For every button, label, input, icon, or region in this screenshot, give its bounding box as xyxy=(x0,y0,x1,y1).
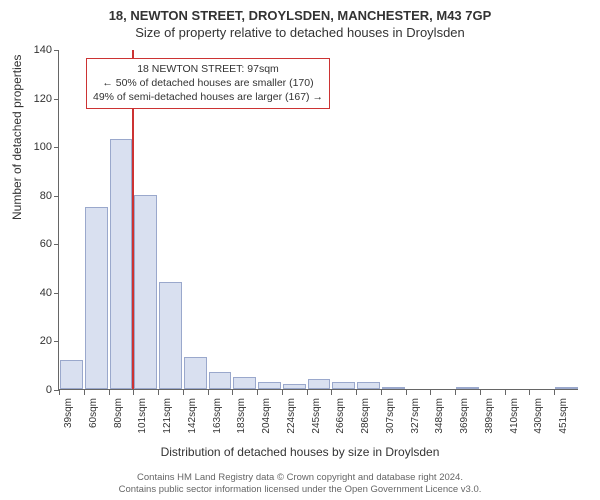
histogram-bar xyxy=(456,387,479,389)
x-tick-mark xyxy=(158,390,159,395)
x-tick-mark xyxy=(356,390,357,395)
x-tick-label: 389sqm xyxy=(484,398,495,434)
x-tick-label: 266sqm xyxy=(335,398,346,434)
footer-line-2: Contains public sector information licen… xyxy=(0,484,600,496)
histogram-bar xyxy=(110,139,133,389)
x-tick-label: 183sqm xyxy=(236,398,247,434)
y-tick-label: 60 xyxy=(22,238,52,250)
x-tick-mark xyxy=(406,390,407,395)
x-tick-label: 60sqm xyxy=(88,398,99,428)
x-tick-label: 451sqm xyxy=(558,398,569,434)
x-tick-mark xyxy=(109,390,110,395)
footer: Contains HM Land Registry data © Crown c… xyxy=(0,472,600,496)
x-tick-mark xyxy=(455,390,456,395)
x-tick-mark xyxy=(59,390,60,395)
x-tick-mark xyxy=(480,390,481,395)
y-tick-mark xyxy=(54,244,59,245)
chart-title-sub: Size of property relative to detached ho… xyxy=(0,23,600,40)
x-tick-label: 80sqm xyxy=(113,398,124,428)
x-tick-mark xyxy=(381,390,382,395)
x-tick-mark xyxy=(529,390,530,395)
histogram-bar xyxy=(209,372,232,389)
info-line-1: 18 NEWTON STREET: 97sqm xyxy=(93,62,323,76)
x-tick-mark xyxy=(257,390,258,395)
histogram-bar xyxy=(134,195,157,389)
histogram-bar xyxy=(85,207,108,389)
x-tick-label: 369sqm xyxy=(459,398,470,434)
histogram-bar xyxy=(60,360,83,389)
x-tick-label: 39sqm xyxy=(63,398,74,428)
x-tick-mark xyxy=(282,390,283,395)
x-tick-mark xyxy=(183,390,184,395)
chart-container: 18, NEWTON STREET, DROYLSDEN, MANCHESTER… xyxy=(0,0,600,500)
y-tick-label: 120 xyxy=(22,93,52,105)
chart-title-main: 18, NEWTON STREET, DROYLSDEN, MANCHESTER… xyxy=(0,0,600,23)
x-tick-label: 245sqm xyxy=(311,398,322,434)
x-tick-mark xyxy=(505,390,506,395)
y-tick-label: 140 xyxy=(22,44,52,56)
x-tick-mark xyxy=(133,390,134,395)
x-axis-label: Distribution of detached houses by size … xyxy=(0,445,600,459)
histogram-bar xyxy=(332,382,355,389)
footer-line-1: Contains HM Land Registry data © Crown c… xyxy=(0,472,600,484)
y-tick-mark xyxy=(54,50,59,51)
y-tick-mark xyxy=(54,99,59,100)
y-tick-mark xyxy=(54,341,59,342)
histogram-bar xyxy=(308,379,331,389)
y-tick-mark xyxy=(54,147,59,148)
x-tick-label: 204sqm xyxy=(261,398,272,434)
x-tick-label: 224sqm xyxy=(286,398,297,434)
x-tick-mark xyxy=(208,390,209,395)
x-tick-mark xyxy=(430,390,431,395)
x-tick-label: 430sqm xyxy=(533,398,544,434)
x-tick-label: 410sqm xyxy=(509,398,520,434)
histogram-bar xyxy=(184,357,207,389)
x-tick-label: 121sqm xyxy=(162,398,173,434)
x-tick-label: 286sqm xyxy=(360,398,371,434)
histogram-bar xyxy=(555,387,578,389)
histogram-bar xyxy=(382,387,405,389)
x-tick-mark xyxy=(307,390,308,395)
histogram-bar xyxy=(258,382,281,389)
y-tick-mark xyxy=(54,293,59,294)
y-tick-label: 80 xyxy=(22,190,52,202)
histogram-bar xyxy=(357,382,380,389)
y-tick-label: 40 xyxy=(22,287,52,299)
histogram-bar xyxy=(233,377,256,389)
chart-area: 02040608010012014039sqm60sqm80sqm101sqm1… xyxy=(58,50,578,390)
x-tick-mark xyxy=(331,390,332,395)
y-tick-mark xyxy=(54,196,59,197)
info-line-2: ← 50% of detached houses are smaller (17… xyxy=(93,76,323,90)
x-tick-label: 142sqm xyxy=(187,398,198,434)
x-tick-mark xyxy=(84,390,85,395)
x-tick-mark xyxy=(232,390,233,395)
marker-info-box: 18 NEWTON STREET: 97sqm ← 50% of detache… xyxy=(86,58,330,109)
y-tick-label: 20 xyxy=(22,335,52,347)
y-tick-label: 0 xyxy=(22,384,52,396)
x-tick-label: 327sqm xyxy=(410,398,421,434)
x-tick-label: 348sqm xyxy=(434,398,445,434)
x-tick-label: 307sqm xyxy=(385,398,396,434)
x-tick-label: 101sqm xyxy=(137,398,148,434)
y-tick-label: 100 xyxy=(22,141,52,153)
histogram-bar xyxy=(159,282,182,389)
x-tick-label: 163sqm xyxy=(212,398,223,434)
x-tick-mark xyxy=(554,390,555,395)
info-line-3: 49% of semi-detached houses are larger (… xyxy=(93,90,323,104)
histogram-bar xyxy=(283,384,306,389)
